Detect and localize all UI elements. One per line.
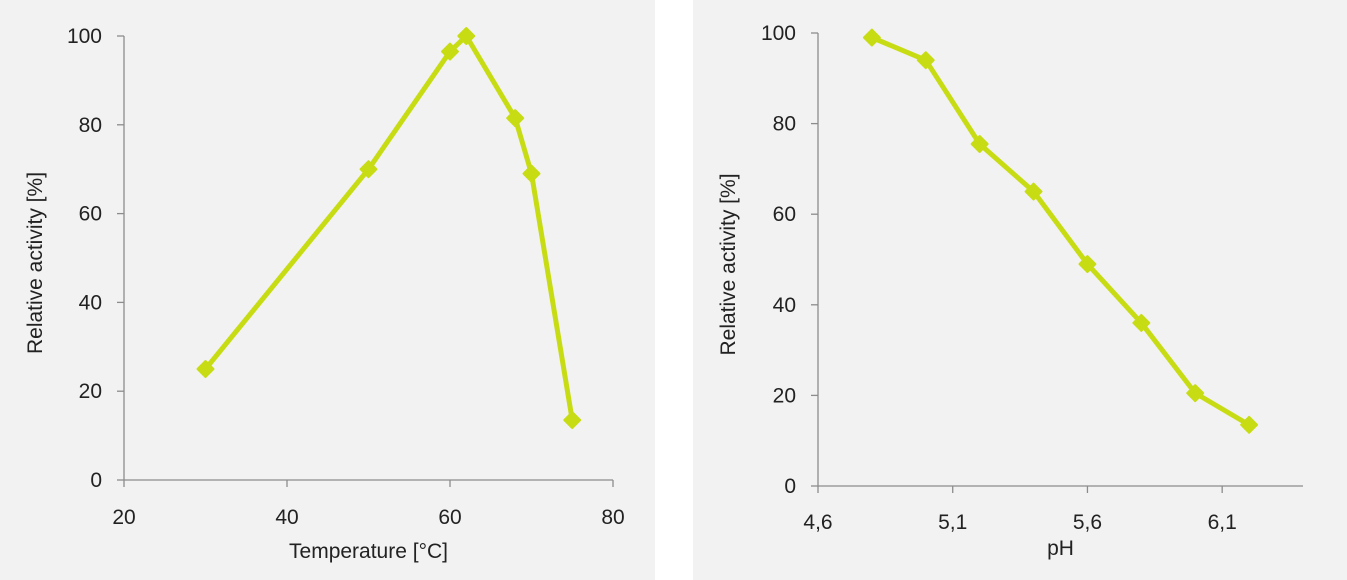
temp-data-point xyxy=(196,360,215,378)
ph-data-point xyxy=(916,51,935,70)
ph-data-point xyxy=(1078,255,1097,274)
temp-y-tick-label: 60 xyxy=(79,203,102,226)
ph-x-axis-title: pH xyxy=(1047,537,1074,560)
temp-data-point xyxy=(506,109,525,128)
temp-series-line xyxy=(203,33,575,423)
ph-y-tick-label: 80 xyxy=(773,113,796,136)
ph-x-tick-label: 5,1 xyxy=(938,511,967,534)
ph-chart-panel: 0 20 40 60 80 100 4,6 5,1 5,6 6,1 pH Relative activ… xyxy=(693,0,1347,580)
ph-data-point xyxy=(970,134,989,153)
temp-y-tick-label: 0 xyxy=(90,469,102,492)
ph-x-tick-label: 5,6 xyxy=(1073,511,1102,534)
ph-y-axis-title: Relative activity [%] xyxy=(717,173,740,355)
temp-data-point xyxy=(359,160,378,179)
ph-y-tick-label: 20 xyxy=(773,384,796,407)
ph-data-point xyxy=(862,28,881,47)
temp-y-tick-label: 100 xyxy=(67,25,102,48)
temp-x-axis-title: Temperature [°C] xyxy=(289,540,448,563)
ph-data-point xyxy=(1132,313,1151,332)
temp-x-tick-label: 80 xyxy=(601,506,624,529)
ph-series-line xyxy=(869,35,1252,428)
temp-x-tick-label: 40 xyxy=(275,506,298,529)
ph-x-tick-label: 6,1 xyxy=(1208,511,1237,534)
temp-y-axis-title: Relative activity [%] xyxy=(24,172,47,354)
temp-data-point xyxy=(457,27,476,45)
temp-x-tick-label: 60 xyxy=(438,506,461,529)
temperature-chart-panel: 0 20 40 60 80 100 20 40 60 80 Temperature [°C] Rela… xyxy=(0,0,655,580)
ph-data-point xyxy=(1186,384,1205,403)
temp-data-point xyxy=(441,42,459,61)
temp-data-point xyxy=(563,411,582,430)
ph-x-tick-label: 4,6 xyxy=(803,511,832,534)
ph-y-tick-label: 40 xyxy=(773,294,796,317)
ph-chart: 0 20 40 60 80 100 4,6 5,1 5,6 6,1 pH Relative activ… xyxy=(717,22,1303,560)
temperature-chart: 0 20 40 60 80 100 20 40 60 80 Temperature [°C] Rela… xyxy=(24,25,625,563)
temp-y-tick-label: 40 xyxy=(79,291,102,314)
ph-y-tick-label: 60 xyxy=(773,203,796,226)
temp-x-tick-label: 20 xyxy=(112,506,135,529)
ph-data-point xyxy=(1024,182,1043,201)
temp-data-point xyxy=(522,164,541,183)
temp-y-tick-label: 20 xyxy=(79,380,102,403)
temp-y-tick-label: 80 xyxy=(79,114,102,137)
ph-y-tick-label: 100 xyxy=(761,22,796,45)
ph-y-tick-label: 0 xyxy=(784,475,796,498)
ph-data-point xyxy=(1240,415,1259,434)
